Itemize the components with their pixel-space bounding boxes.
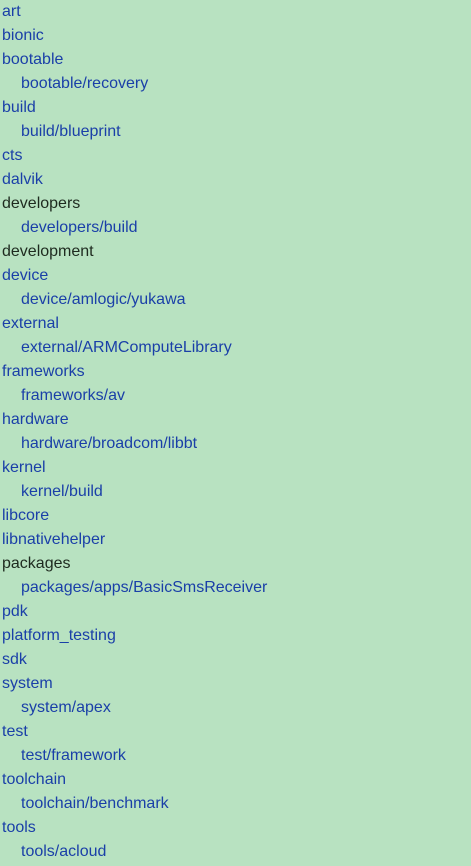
tree-item-project[interactable]: art (0, 0, 471, 24)
tree-item-subproject[interactable]: external/ARMComputeLibrary (0, 336, 471, 360)
tree-item-project[interactable]: libnativehelper (0, 528, 471, 552)
project-link[interactable]: kernel/build (21, 483, 103, 500)
tree-item-subproject[interactable]: toolchain/benchmark (0, 792, 471, 816)
tree-item-project[interactable]: kernel (0, 456, 471, 480)
project-link[interactable]: bootable/recovery (21, 75, 149, 92)
tree-item-project[interactable]: dalvik (0, 168, 471, 192)
project-link[interactable]: libnativehelper (2, 531, 106, 548)
tree-item-project: packages (0, 552, 471, 576)
tree-item-subproject[interactable]: system/apex (0, 696, 471, 720)
project-link[interactable]: system (2, 675, 53, 692)
project-link[interactable]: cts (2, 147, 23, 164)
project-link[interactable]: system/apex (21, 699, 111, 716)
project-link[interactable]: sdk (2, 651, 27, 668)
tree-item-subproject[interactable]: developers/build (0, 216, 471, 240)
project-link[interactable]: art (2, 3, 21, 20)
tree-item-project[interactable]: system (0, 672, 471, 696)
project-link[interactable]: kernel (2, 459, 46, 476)
project-link[interactable]: build/blueprint (21, 123, 121, 140)
project-link[interactable]: tools/acloud (21, 843, 107, 860)
project-link[interactable]: frameworks/av (21, 387, 126, 404)
project-link[interactable]: bootable (2, 51, 64, 68)
tree-item-project[interactable]: bootable (0, 48, 471, 72)
tree-item-subproject[interactable]: kernel/build (0, 480, 471, 504)
project-link[interactable]: hardware (2, 411, 69, 428)
project-link[interactable]: tools (2, 819, 36, 836)
project-link[interactable]: packages/apps/BasicSmsReceiver (21, 579, 268, 596)
project-link[interactable]: pdk (2, 603, 28, 620)
tree-item-project[interactable]: cts (0, 144, 471, 168)
project-link[interactable]: frameworks (2, 363, 85, 380)
project-group-label: developers (2, 195, 81, 212)
tree-item-project[interactable]: pdk (0, 600, 471, 624)
tree-item-project[interactable]: external (0, 312, 471, 336)
project-link[interactable]: device/amlogic/yukawa (21, 291, 186, 308)
project-link[interactable]: test/framework (21, 747, 126, 764)
tree-item-subproject[interactable]: frameworks/av (0, 384, 471, 408)
tree-item-subproject[interactable]: test/framework (0, 744, 471, 768)
project-group-label: packages (2, 555, 71, 572)
tree-item-project: development (0, 240, 471, 264)
project-group-label: development (2, 243, 94, 260)
tree-item-subproject[interactable]: device/amlogic/yukawa (0, 288, 471, 312)
project-link[interactable]: toolchain/benchmark (21, 795, 169, 812)
tree-item-project[interactable]: platform_testing (0, 624, 471, 648)
tree-item-project: developers (0, 192, 471, 216)
tree-item-project[interactable]: bionic (0, 24, 471, 48)
tree-item-project[interactable]: test (0, 720, 471, 744)
project-link[interactable]: test (2, 723, 28, 740)
project-link[interactable]: bionic (2, 27, 44, 44)
tree-item-project[interactable]: device (0, 264, 471, 288)
project-link[interactable]: developers/build (21, 219, 138, 236)
tree-item-subproject[interactable]: build/blueprint (0, 120, 471, 144)
tree-item-project[interactable]: libcore (0, 504, 471, 528)
project-link[interactable]: toolchain (2, 771, 67, 788)
project-link[interactable]: build (2, 99, 36, 116)
tree-item-project[interactable]: frameworks (0, 360, 471, 384)
tree-item-subproject[interactable]: bootable/recovery (0, 72, 471, 96)
project-link[interactable]: dalvik (2, 171, 43, 188)
tree-item-project[interactable]: sdk (0, 648, 471, 672)
project-link[interactable]: device (2, 267, 49, 284)
tree-item-project[interactable]: tools (0, 816, 471, 840)
tree-item-project[interactable]: toolchain (0, 768, 471, 792)
project-link[interactable]: external/ARMComputeLibrary (21, 339, 232, 356)
project-link[interactable]: external (2, 315, 59, 332)
tree-item-project[interactable]: build (0, 96, 471, 120)
project-link[interactable]: libcore (2, 507, 50, 524)
project-link[interactable]: platform_testing (2, 627, 116, 644)
tree-item-subproject[interactable]: hardware/broadcom/libbt (0, 432, 471, 456)
project-link[interactable]: hardware/broadcom/libbt (21, 435, 198, 452)
tree-item-project[interactable]: hardware (0, 408, 471, 432)
tree-item-subproject[interactable]: tools/acloud (0, 840, 471, 864)
tree-item-subproject[interactable]: packages/apps/BasicSmsReceiver (0, 576, 471, 600)
